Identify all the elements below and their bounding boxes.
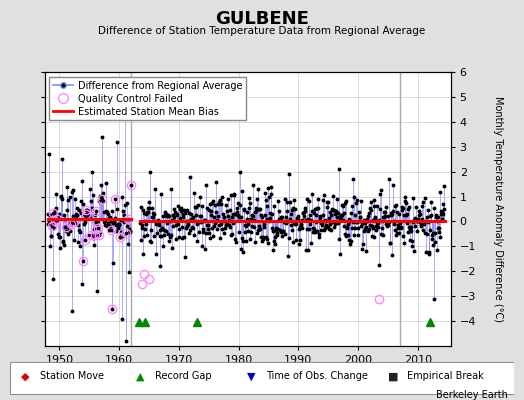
Text: Time of Obs. Change: Time of Obs. Change bbox=[266, 371, 368, 381]
Text: Difference of Station Temperature Data from Regional Average: Difference of Station Temperature Data f… bbox=[99, 26, 425, 36]
Y-axis label: Monthly Temperature Anomaly Difference (°C): Monthly Temperature Anomaly Difference (… bbox=[493, 96, 503, 322]
Text: ▼: ▼ bbox=[247, 371, 255, 381]
Legend: Difference from Regional Average, Quality Control Failed, Estimated Station Mean: Difference from Regional Average, Qualit… bbox=[49, 77, 246, 120]
Text: ◆: ◆ bbox=[20, 371, 29, 381]
Text: ▲: ▲ bbox=[136, 371, 145, 381]
Text: Station Move: Station Move bbox=[40, 371, 104, 381]
FancyBboxPatch shape bbox=[10, 362, 514, 394]
Text: Berkeley Earth: Berkeley Earth bbox=[436, 390, 508, 400]
Text: Empirical Break: Empirical Break bbox=[407, 371, 484, 381]
Text: GULBENE: GULBENE bbox=[215, 10, 309, 28]
Text: ■: ■ bbox=[388, 371, 398, 381]
Text: Record Gap: Record Gap bbox=[155, 371, 212, 381]
